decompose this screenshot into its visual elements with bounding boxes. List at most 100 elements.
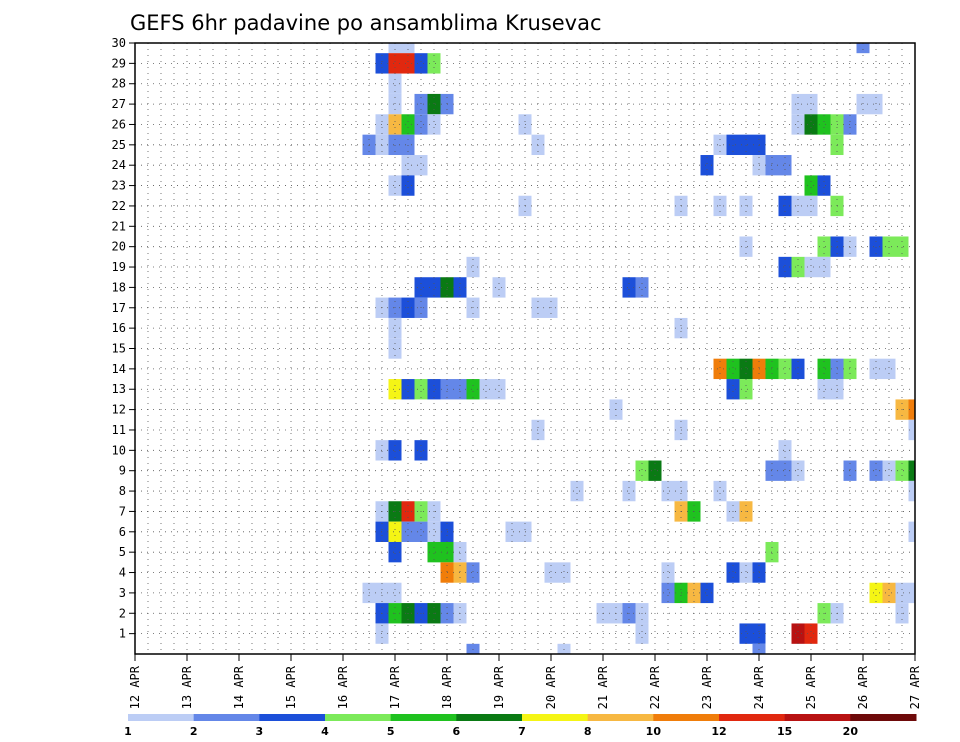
x-tick-label: 24 APR [752,665,766,709]
heatmap-cell [817,358,831,380]
heatmap-cell [726,358,740,380]
legend-label: 12 [711,725,726,738]
heatmap-cell [804,256,818,278]
heatmap-cells [362,43,915,654]
y-tick-label: 17 [112,301,126,315]
heatmap-cell [804,114,818,135]
heatmap-cell [388,317,402,339]
y-tick-label: 8 [119,484,126,498]
y-tick-label: 18 [112,280,126,294]
y-tick-label: 6 [119,525,126,539]
y-tick-label: 22 [112,199,126,213]
heatmap-cell [466,562,480,583]
heatmap-cell [661,480,675,502]
heatmap-cell [492,277,506,298]
heatmap-cell [739,379,753,400]
heatmap-cell [778,155,792,176]
heatmap-cell [414,277,428,298]
x-tick-label: 21 APR [596,665,610,709]
y-tick-label: 12 [112,403,126,417]
heatmap-cell [778,460,792,481]
heatmap-cell [700,582,714,604]
legend-swatch [259,714,326,721]
x-tick-label: 14 APR [232,665,246,709]
legend-label: 15 [777,725,792,738]
heatmap-cell [635,277,649,298]
legend-label: 3 [256,725,264,738]
legend-label: 1 [124,725,132,738]
heatmap-cell [388,73,402,94]
heatmap-cell [739,358,753,380]
heatmap-cell [557,643,571,654]
heatmap-cell [401,134,415,156]
heatmap-cell [739,134,753,156]
y-tick-label: 25 [112,138,126,152]
heatmap-cell [414,521,428,542]
y-tick-label: 28 [112,77,126,91]
heatmap-cell [869,236,883,257]
heatmap-cell [388,541,402,563]
heatmap-cell [388,440,402,461]
heatmap-cell [908,480,915,502]
heatmap-cell [414,93,428,115]
heatmap-cell [414,114,428,135]
heatmap-cell [817,379,831,400]
legend-swatch [719,714,786,721]
heatmap-cell [895,460,909,481]
y-tick-label: 30 [112,36,126,50]
heatmap-cell [388,175,402,196]
heatmap-cell [388,134,402,156]
heatmap-cell [908,582,915,604]
heatmap-cell [414,155,428,176]
x-tick-label: 19 APR [492,665,506,709]
heatmap-cell [791,114,805,135]
heatmap-cell [817,236,831,257]
heatmap-cell [427,53,441,74]
y-tick-label: 15 [112,342,126,356]
y-tick-label: 7 [119,504,126,518]
legend-swatch [456,714,523,721]
legend-label: 4 [321,725,329,738]
heatmap-cell [908,521,915,542]
y-tick-label: 23 [112,179,126,193]
y-tick-label: 5 [119,545,126,559]
heatmap-cell [804,93,818,115]
heatmap-cell [791,358,805,380]
heatmap-cell [869,93,883,115]
legend-swatch [522,714,589,721]
heatmap-cell [466,379,480,400]
heatmap-cell [804,175,818,196]
heatmap-cell [414,440,428,461]
heatmap-cell [648,460,662,481]
y-tick-label: 13 [112,382,126,396]
heatmap-cell [726,562,740,583]
heatmap-cell [778,256,792,278]
y-tick-label: 27 [112,97,126,111]
heatmap-cell [713,358,727,380]
heatmap-cell [479,379,493,400]
y-tick-label: 9 [119,464,126,478]
legend-swatch [390,714,457,721]
heatmap-cell [427,379,441,400]
legend-label: 5 [387,725,395,738]
legend-label: 2 [190,725,198,738]
heatmap-cell [882,236,896,257]
heatmap-cell [700,155,714,176]
legend-swatch [850,714,917,721]
x-tick-label: 15 APR [284,665,298,709]
heatmap-cell [661,582,675,604]
heatmap-cell [427,114,441,135]
heatmap-cell [856,43,870,54]
heatmap-cell [427,541,441,563]
heatmap-cell [817,114,831,135]
heatmap-cell [869,582,883,604]
heatmap-cell [427,521,441,542]
heatmap-cell [791,460,805,481]
y-tick-label: 19 [112,260,126,274]
heatmap-cell [401,521,415,542]
chart-title: GEFS 6hr padavine po ansamblima Krusevac [130,11,602,35]
heatmap-cell [401,379,415,400]
heatmap-cell [635,623,649,644]
legend-swatch [653,714,720,721]
heatmap-cell [401,43,415,54]
